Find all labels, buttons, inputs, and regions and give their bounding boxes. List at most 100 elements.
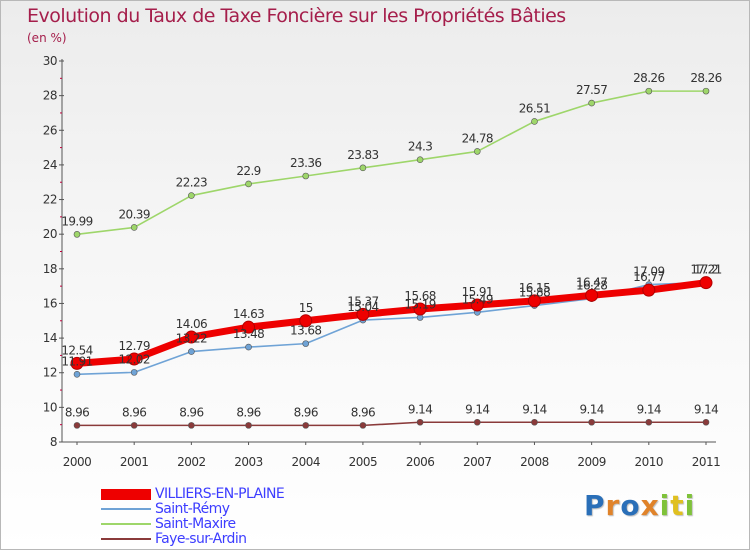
x-tick-label-2002: 2002 bbox=[177, 455, 206, 469]
data-label-s0-4: 15 bbox=[299, 301, 313, 315]
data-point-s3-2 bbox=[188, 422, 195, 429]
data-label-s1-4: 13.68 bbox=[290, 324, 321, 338]
data-point-s3-8 bbox=[531, 418, 538, 426]
data-point-s2-9 bbox=[588, 99, 595, 107]
x-tick-label-2000: 2000 bbox=[63, 455, 92, 469]
y-tick-label-16: 16 bbox=[43, 296, 57, 310]
data-point-s3-0 bbox=[73, 422, 81, 429]
data-label-s1-2: 13.22 bbox=[176, 332, 207, 346]
data-label-s1-0: 11.91 bbox=[61, 354, 92, 368]
data-point-s0-5 bbox=[356, 307, 370, 321]
y-tick-label-24: 24 bbox=[43, 158, 57, 172]
data-point-s2-7 bbox=[473, 148, 481, 155]
legend-label-1: Saint-Rémy bbox=[155, 501, 230, 517]
data-point-s0-1 bbox=[127, 352, 141, 366]
logo-letter: o bbox=[620, 489, 641, 522]
data-label-s3-2: 8.96 bbox=[179, 405, 203, 419]
data-label-s3-8: 9.14 bbox=[522, 402, 546, 416]
y-tick-label-28: 28 bbox=[43, 89, 57, 103]
data-label-s1-9: 16.28 bbox=[576, 279, 607, 293]
chart-subtitle: (en %) bbox=[27, 31, 67, 45]
legend-swatch-1 bbox=[101, 508, 151, 510]
data-point-s3-3 bbox=[245, 422, 252, 429]
data-label-s2-11: 28.26 bbox=[690, 71, 721, 85]
data-label-s3-1: 8.96 bbox=[122, 405, 146, 419]
data-label-s0-11: 17.2 bbox=[694, 263, 718, 277]
data-point-s3-1 bbox=[130, 422, 138, 429]
data-label-s2-1: 20.39 bbox=[119, 207, 150, 221]
y-tick-label-12: 12 bbox=[43, 366, 57, 380]
logo-letter: t bbox=[670, 489, 685, 522]
legend-swatch-0 bbox=[101, 488, 151, 500]
data-point-s2-2 bbox=[188, 192, 195, 199]
data-label-s3-9: 9.14 bbox=[579, 402, 603, 416]
data-label-s0-7: 15.91 bbox=[462, 285, 493, 299]
y-tick-label-14: 14 bbox=[43, 331, 57, 345]
data-point-s2-8 bbox=[531, 118, 538, 125]
data-label-s3-5: 8.96 bbox=[351, 405, 375, 419]
x-tick-label-2004: 2004 bbox=[291, 455, 320, 469]
data-point-s2-4 bbox=[302, 172, 310, 180]
data-label-s3-10: 9.14 bbox=[637, 402, 661, 416]
data-label-s1-8: 15.88 bbox=[519, 286, 550, 300]
x-tick-label-2008: 2008 bbox=[520, 455, 549, 469]
data-label-s2-0: 19.99 bbox=[61, 214, 92, 228]
data-label-s0-6: 15.68 bbox=[404, 289, 435, 303]
data-label-s0-5: 15.37 bbox=[347, 294, 378, 308]
data-point-s3-4 bbox=[302, 422, 310, 429]
x-tick-label-2003: 2003 bbox=[234, 455, 263, 469]
x-tick-label-2011: 2011 bbox=[692, 455, 721, 469]
data-point-s2-6 bbox=[416, 156, 424, 164]
data-point-s0-4 bbox=[299, 314, 313, 328]
data-label-s1-1: 12.02 bbox=[119, 352, 150, 366]
logo-letter: i bbox=[659, 489, 671, 522]
data-label-s0-1: 12.79 bbox=[119, 339, 150, 353]
data-label-s3-3: 8.96 bbox=[236, 405, 260, 419]
data-label-s0-8: 16.15 bbox=[519, 281, 550, 295]
data-point-s0-9 bbox=[585, 288, 599, 302]
legend-label-3: Faye-sur-Ardin bbox=[155, 531, 247, 547]
data-point-s0-2 bbox=[184, 330, 198, 344]
data-point-s0-7 bbox=[470, 298, 484, 312]
data-point-s0-11 bbox=[699, 276, 713, 290]
y-tick-label-26: 26 bbox=[43, 123, 57, 137]
data-point-s2-5 bbox=[359, 164, 367, 172]
data-label-s0-10: 16.77 bbox=[633, 270, 664, 284]
x-tick-label-2007: 2007 bbox=[463, 455, 492, 469]
logo-letter: x bbox=[640, 489, 660, 522]
data-label-s0-0: 12.54 bbox=[61, 343, 92, 357]
data-label-s3-11: 9.14 bbox=[694, 402, 718, 416]
data-label-s1-3: 13.48 bbox=[233, 327, 264, 341]
x-tick-label-2006: 2006 bbox=[406, 455, 435, 469]
data-point-s0-6 bbox=[413, 302, 427, 316]
data-label-s1-10: 17.09 bbox=[633, 265, 664, 279]
data-point-s1-0 bbox=[73, 370, 81, 378]
data-point-s0-3 bbox=[242, 320, 256, 334]
data-point-s1-1 bbox=[130, 369, 138, 376]
x-tick-label-2010: 2010 bbox=[635, 455, 664, 469]
data-label-s3-0: 8.96 bbox=[65, 405, 89, 419]
y-tick-label-20: 20 bbox=[43, 227, 57, 241]
y-tick-label-8: 8 bbox=[50, 435, 57, 449]
x-tick-label-2001: 2001 bbox=[120, 455, 149, 469]
data-label-s0-3: 14.63 bbox=[233, 307, 264, 321]
x-tick-label-2005: 2005 bbox=[349, 455, 378, 469]
data-point-s2-0 bbox=[73, 231, 81, 238]
logo-letter: P bbox=[584, 489, 606, 522]
data-label-s2-7: 24.78 bbox=[462, 131, 493, 145]
data-point-s3-6 bbox=[416, 418, 424, 426]
series-line-3 bbox=[76, 421, 707, 427]
data-label-s3-4: 8.96 bbox=[294, 405, 318, 419]
chart-title: Evolution du Taux de Taxe Foncière sur l… bbox=[27, 5, 566, 27]
data-point-s0-8 bbox=[527, 294, 541, 308]
y-tick-label-22: 22 bbox=[43, 193, 57, 207]
data-label-s2-9: 27.57 bbox=[576, 83, 607, 97]
data-label-s3-6: 9.14 bbox=[408, 402, 432, 416]
data-point-s3-10 bbox=[645, 418, 653, 426]
data-label-s2-10: 28.26 bbox=[633, 71, 664, 85]
data-label-s2-4: 23.36 bbox=[290, 156, 321, 170]
data-point-s3-7 bbox=[473, 418, 481, 426]
data-point-s2-3 bbox=[245, 180, 252, 188]
